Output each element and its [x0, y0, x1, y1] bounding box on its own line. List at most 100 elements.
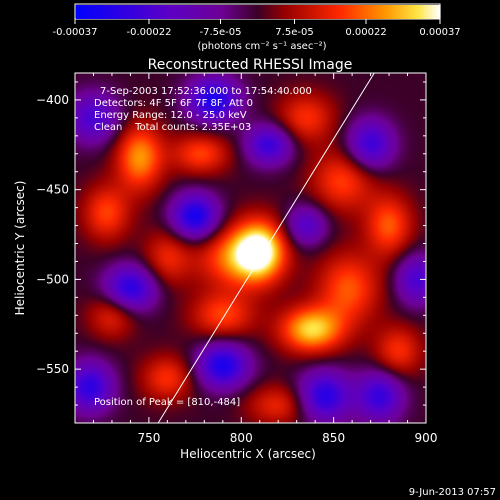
colorbar-segment: [296, 5, 299, 19]
colorbar-segment: [192, 5, 195, 19]
x-tick-label: 750: [137, 431, 160, 445]
colorbar-segment: [182, 5, 185, 19]
colorbar-segment: [78, 5, 81, 19]
colorbar-segment: [264, 5, 267, 19]
colorbar-segment: [252, 5, 255, 19]
colorbar-segment: [366, 5, 369, 19]
colorbar-segment: [420, 5, 423, 19]
detectors-text: Detectors: 4F 5F 6F 7F 8F, Att 0: [94, 98, 254, 109]
colorbar-segment: [390, 5, 393, 19]
colorbar-segment: [346, 5, 349, 19]
colorbar-segment: [116, 5, 119, 19]
colorbar-segment: [156, 5, 159, 19]
colorbar-segment: [118, 5, 121, 19]
colorbar-segment: [244, 5, 247, 19]
colorbar-tick-label: 7.5e-05: [275, 27, 313, 38]
colorbar-segment: [176, 5, 179, 19]
clean-counts-text: Clean Total counts: 2.35E+03: [94, 122, 252, 133]
colorbar-segment: [108, 5, 111, 19]
colorbar-segment: [410, 5, 413, 19]
colorbar-segment: [138, 5, 141, 19]
y-tick-label: −550: [36, 362, 69, 376]
colorbar-segment: [364, 5, 367, 19]
time-range-text: 7-Sep-2003 17:52:36.000 to 17:54:40.000: [100, 86, 312, 97]
colorbar-segment: [326, 5, 329, 19]
colorbar-segment: [150, 5, 153, 19]
colorbar-segment: [286, 5, 289, 19]
colorbar-segment: [306, 5, 309, 19]
colorbar: -0.00037 -0.00022 -7.5e-05 7.5e-05 0.00022 0.…: [53, 3, 461, 52]
colorbar-segment: [194, 5, 197, 19]
colorbar-segment: [214, 5, 217, 19]
colorbar-segment: [152, 5, 155, 19]
colorbar-segment: [298, 5, 301, 19]
colorbar-segment: [380, 5, 383, 19]
colorbar-segment: [230, 5, 233, 19]
colorbar-segment: [310, 5, 313, 19]
colorbar-segment: [402, 5, 405, 19]
colorbar-segment: [318, 5, 321, 19]
colorbar-segment: [180, 5, 183, 19]
colorbar-segment: [132, 5, 135, 19]
colorbar-segment: [246, 5, 249, 19]
colorbar-segment: [134, 5, 137, 19]
colorbar-segment: [268, 5, 271, 19]
colorbar-segment: [190, 5, 193, 19]
colorbar-segment: [356, 5, 359, 19]
colorbar-segment: [222, 5, 225, 19]
colorbar-segment: [136, 5, 139, 19]
colorbar-segment: [188, 5, 191, 19]
colorbar-segment: [416, 5, 419, 19]
colorbar-segment: [206, 5, 209, 19]
colorbar-segment: [142, 5, 145, 19]
colorbar-segment: [338, 5, 341, 19]
colorbar-segment: [322, 5, 325, 19]
colorbar-segment: [250, 5, 253, 19]
colorbar-segment: [168, 5, 171, 19]
colorbar-segment: [144, 5, 147, 19]
colorbar-segment: [372, 5, 375, 19]
colorbar-segment: [154, 5, 157, 19]
colorbar-segment: [424, 5, 427, 19]
colorbar-segment: [400, 5, 403, 19]
colorbar-segment: [336, 5, 339, 19]
colorbar-segment: [348, 5, 351, 19]
colorbar-segment: [164, 5, 167, 19]
colorbar-segment: [358, 5, 361, 19]
colorbar-segment: [436, 5, 439, 19]
colorbar-segment: [398, 5, 401, 19]
colorbar-segment: [184, 5, 187, 19]
colorbar-segment: [128, 5, 131, 19]
colorbar-segment: [344, 5, 347, 19]
colorbar-segment: [86, 5, 89, 19]
heatmap-image: [75, 73, 426, 423]
colorbar-segment: [220, 5, 223, 19]
x-axis-label: Heliocentric X (arcsec): [180, 447, 316, 461]
colorbar-segment: [334, 5, 337, 19]
colorbar-segment: [256, 5, 259, 19]
colorbar-segment: [438, 5, 441, 19]
y-tick-label: −450: [36, 183, 69, 197]
colorbar-tick-label: 0.00022: [345, 27, 386, 38]
y-tick-label: −500: [36, 272, 69, 286]
colorbar-segment: [160, 5, 163, 19]
colorbar-segment: [148, 5, 151, 19]
colorbar-segment: [300, 5, 303, 19]
plot-frame: [74, 72, 427, 424]
colorbar-segment: [208, 5, 211, 19]
colorbar-segment: [114, 5, 117, 19]
colorbar-segment: [308, 5, 311, 19]
colorbar-segment: [384, 5, 387, 19]
colorbar-segment: [96, 5, 99, 19]
colorbar-segment: [162, 5, 165, 19]
colorbar-segment: [312, 5, 315, 19]
colorbar-segment: [284, 5, 287, 19]
colorbar-segment: [304, 5, 307, 19]
colorbar-segment: [90, 5, 93, 19]
colorbar-units-label: (photons cm⁻² s⁻¹ asec⁻²): [197, 41, 326, 52]
colorbar-segment: [140, 5, 143, 19]
colorbar-segment: [406, 5, 409, 19]
colorbar-segment: [166, 5, 169, 19]
colorbar-segment: [258, 5, 261, 19]
colorbar-segment: [414, 5, 417, 19]
